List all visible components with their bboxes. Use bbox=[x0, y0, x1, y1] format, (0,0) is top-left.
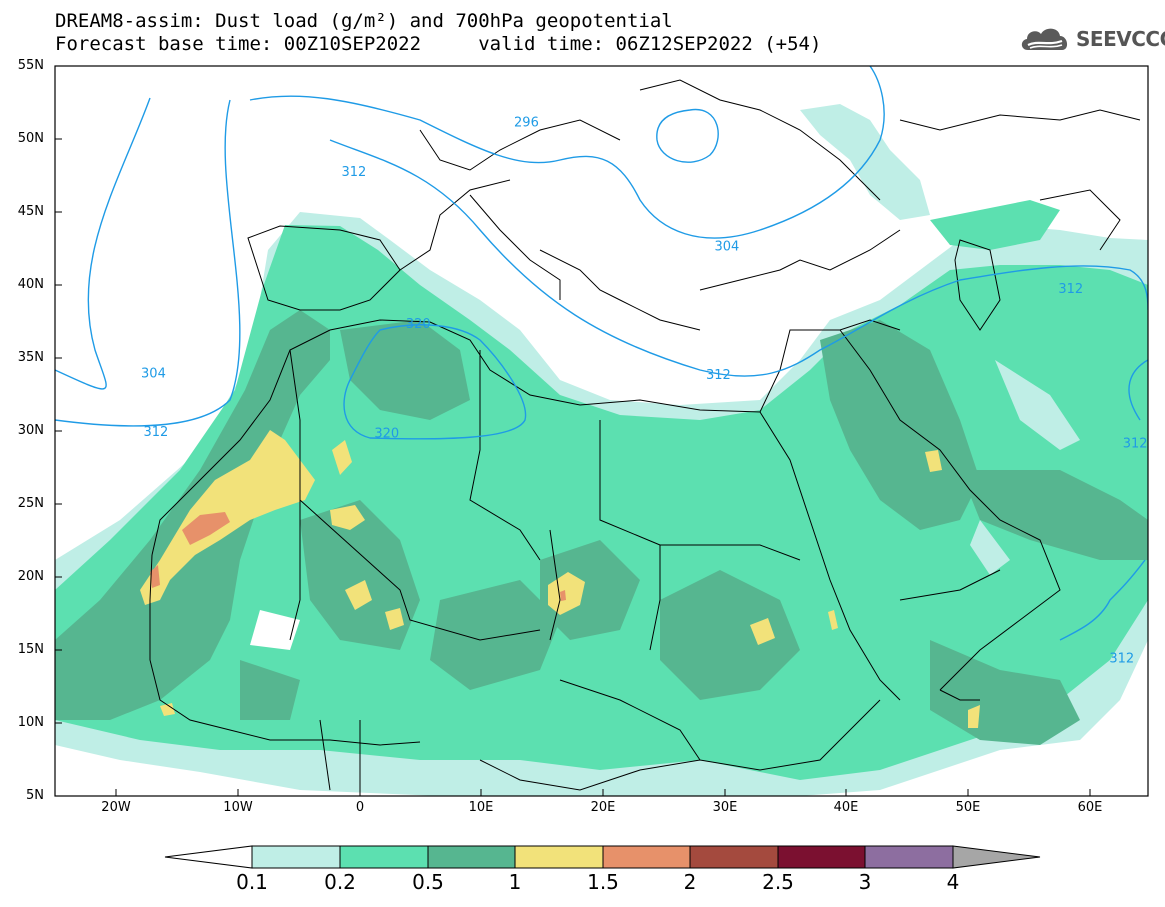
lon-label: 0 bbox=[355, 800, 365, 815]
lat-label: 40N bbox=[17, 277, 44, 292]
dust-level-1.5 bbox=[182, 512, 230, 545]
map-frame bbox=[54, 65, 1149, 797]
coastlines-borders bbox=[149, 79, 1141, 791]
logo-text: SEEVCCC bbox=[1076, 27, 1165, 51]
colorbar-over bbox=[952, 845, 1041, 869]
lon-label: 20W bbox=[101, 800, 131, 815]
lat-label: 25N bbox=[17, 496, 44, 511]
dust-load-fill bbox=[55, 104, 1148, 796]
contour-label: 312 bbox=[706, 368, 731, 383]
contour-label: 304 bbox=[141, 367, 166, 382]
colorbar-label: 1 bbox=[508, 870, 522, 894]
lat-label: 45N bbox=[17, 204, 44, 219]
colorbar-label: 0.5 bbox=[412, 870, 444, 894]
lat-label: 55N bbox=[17, 58, 44, 73]
contour-label: 304 bbox=[715, 240, 740, 255]
colorbar-label: 1.5 bbox=[587, 870, 619, 894]
lon-label: 10E bbox=[468, 800, 494, 815]
seevccc-logo: SEEVCCC bbox=[1018, 22, 1165, 56]
contour-label: 312 bbox=[1109, 651, 1134, 666]
lon-label: 60E bbox=[1077, 800, 1103, 815]
colorbar-under bbox=[164, 845, 253, 869]
contour-label: 320 bbox=[374, 426, 399, 441]
contour-label: 312 bbox=[342, 165, 367, 180]
dust-level-0.1-north bbox=[800, 104, 930, 220]
colorbar-label: 4 bbox=[946, 870, 960, 894]
axis-ticks bbox=[55, 66, 1091, 796]
colorbar-0.2 bbox=[339, 845, 429, 869]
dust-level-0.2-caspian bbox=[930, 200, 1060, 250]
colorbar-label: 2 bbox=[683, 870, 697, 894]
contour-label: 320 bbox=[406, 317, 431, 332]
lat-label: 20N bbox=[17, 569, 44, 584]
lat-label: 35N bbox=[17, 350, 44, 365]
colorbar bbox=[164, 845, 1041, 869]
colorbar-1 bbox=[514, 845, 604, 869]
colorbar-3 bbox=[864, 845, 954, 869]
lat-label: 50N bbox=[17, 131, 44, 146]
lon-label: 40E bbox=[833, 800, 859, 815]
lat-label: 5N bbox=[26, 788, 44, 803]
cloud-logo-icon bbox=[1021, 28, 1068, 50]
colorbar-0.1 bbox=[251, 845, 341, 869]
contour-label: 296 bbox=[514, 115, 539, 130]
lon-label: 20E bbox=[590, 800, 616, 815]
geopotential-contours bbox=[55, 66, 1148, 641]
colorbar-label: 0.2 bbox=[324, 870, 356, 894]
colorbar-0.5 bbox=[427, 845, 516, 869]
colorbar-label: 0.1 bbox=[236, 870, 268, 894]
colorbar-label: 2.5 bbox=[762, 870, 794, 894]
lon-label: 50E bbox=[955, 800, 981, 815]
contour-label: 312 bbox=[1058, 282, 1083, 297]
colorbar-label: 3 bbox=[858, 870, 872, 894]
contour-label: 312 bbox=[143, 425, 168, 440]
map-title: DREAM8-assim: Dust load (g/m²) and 700hP… bbox=[55, 10, 673, 32]
lat-label: 15N bbox=[17, 642, 44, 657]
colorbar-1.5 bbox=[602, 845, 691, 869]
lat-label: 10N bbox=[17, 715, 44, 730]
forecast-times: Forecast base time: 00Z10SEP2022 valid t… bbox=[55, 33, 822, 55]
lon-label: 30E bbox=[712, 800, 738, 815]
lon-label: 10W bbox=[223, 800, 253, 815]
contour-label: 312 bbox=[1123, 437, 1148, 452]
colorbar-2.5 bbox=[777, 845, 866, 869]
colorbar-2 bbox=[689, 845, 779, 869]
lat-label: 30N bbox=[17, 423, 44, 438]
